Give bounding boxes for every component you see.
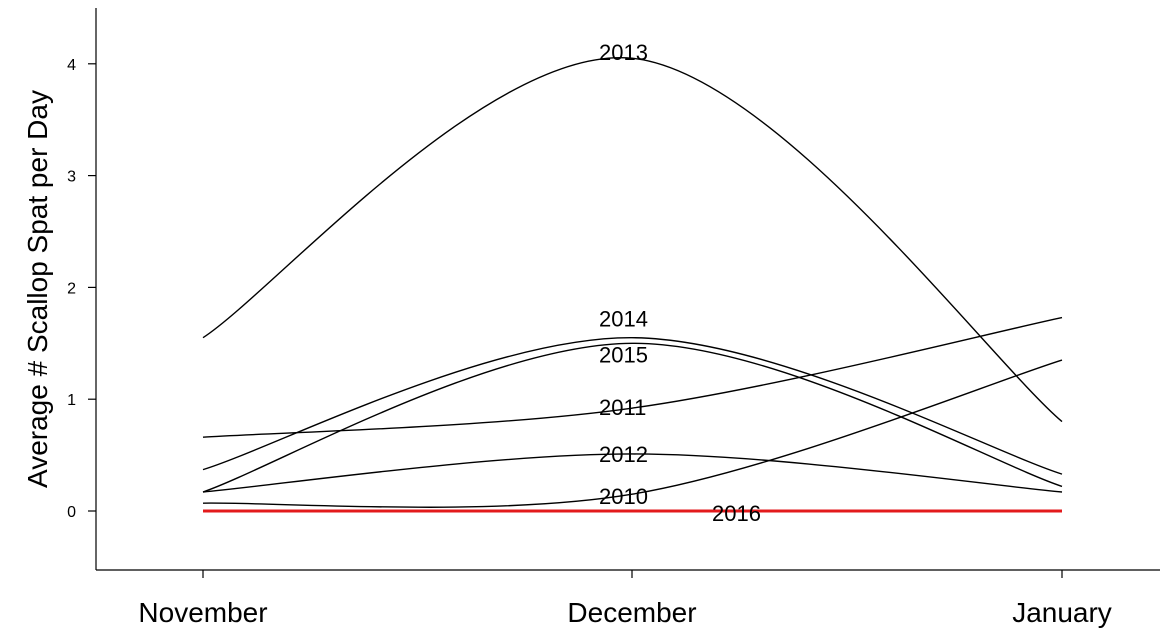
series-labels: 2013 2014 2015 2011 2012 2010 2016	[599, 40, 761, 526]
x-axis: November December January	[96, 569, 1160, 628]
y-axis: 0 1 2 3 4	[67, 8, 97, 570]
series-label-2011: 2011	[599, 395, 646, 420]
x-tick-label: December	[567, 597, 696, 628]
series-line-2013	[202, 57, 1063, 423]
series-line-2015	[202, 342, 1063, 493]
y-tick-label: 1	[67, 392, 76, 409]
series-line-2012	[202, 453, 1063, 493]
series-line-2014	[202, 337, 1063, 475]
series-lines	[202, 57, 1063, 513]
y-tick-label: 2	[67, 280, 76, 297]
y-tick-label: 0	[67, 504, 76, 521]
series-label-2010: 2010	[599, 484, 648, 509]
series-line-2010	[202, 359, 1063, 508]
y-tick-label: 3	[67, 169, 76, 186]
series-label-2014: 2014	[599, 307, 648, 332]
series-line-2011	[202, 316, 1063, 438]
series-label-2012: 2012	[599, 442, 648, 467]
series-label-2016: 2016	[712, 501, 761, 526]
series-label-2013: 2013	[599, 40, 648, 65]
y-tick-label: 4	[67, 57, 76, 74]
series-label-2015: 2015	[599, 342, 648, 367]
x-tick-label: January	[1012, 597, 1112, 628]
x-tick-label: November	[138, 597, 267, 628]
y-axis-label: Average # Scallop Spat per Day	[22, 90, 53, 488]
